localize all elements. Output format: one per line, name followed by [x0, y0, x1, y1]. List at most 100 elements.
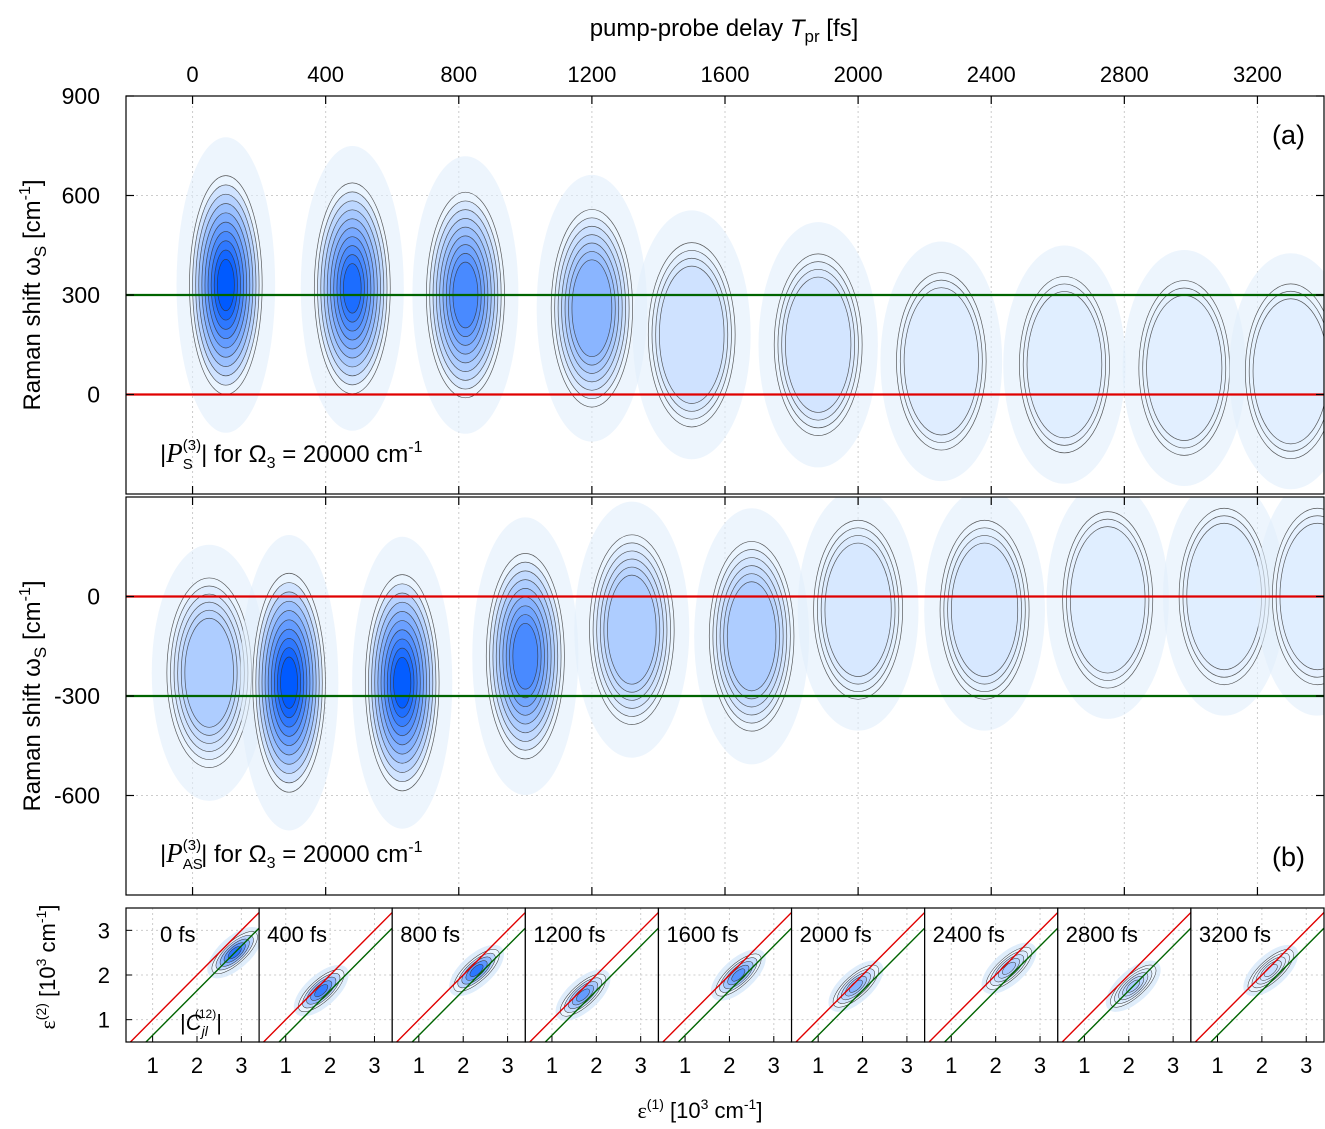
contour-level	[785, 276, 852, 413]
diagonal-line	[144, 927, 260, 1042]
x-tick-label: 1	[1211, 1053, 1223, 1078]
contour-level	[512, 622, 539, 690]
panel-a-reference-lines	[126, 293, 1324, 396]
panel-b-reference-lines	[126, 595, 1324, 698]
contour-level	[280, 656, 298, 709]
contour-level	[1146, 295, 1223, 441]
small-panel-label: 0 fs	[160, 922, 195, 947]
x-tick-label: 1	[146, 1053, 158, 1078]
heatmap-peak	[880, 241, 1003, 482]
panel-b-annotation: |PAS(3)| for Ω3 = 20000 cm-1	[160, 837, 423, 873]
diagonal-line	[544, 927, 659, 1042]
small-panel-content	[1190, 908, 1325, 1042]
diagonal-line	[411, 927, 526, 1042]
heatmap-peak	[352, 536, 453, 829]
small-panel: 0 fs |Cjl(12)| 1 2 3	[125, 907, 260, 1078]
y-tick-label: -600	[54, 783, 100, 809]
panel-b-tag: (b)	[1272, 842, 1305, 872]
y-tick-label: 600	[62, 183, 100, 209]
contour-level	[903, 287, 979, 436]
heatmap-peak	[239, 534, 339, 831]
small-panel-label: 2000 fs	[800, 922, 872, 947]
y-tick-label: -300	[54, 683, 100, 709]
x-tick-label: 2	[191, 1053, 203, 1078]
small-panel-label: 2400 fs	[933, 922, 1005, 947]
x-tick-label: 2	[1123, 1053, 1135, 1078]
x-tick-label: 3	[1300, 1053, 1312, 1078]
density-blob	[555, 969, 611, 1021]
x-tick-label: 2	[856, 1053, 868, 1078]
density-blob	[293, 964, 349, 1017]
panel-b-y-ticks: 0 -300 -600	[54, 497, 1324, 895]
small-panel: 800 fs 1 2 3	[391, 907, 526, 1078]
x-tick-label: 3	[635, 1053, 647, 1078]
density-contour	[731, 968, 746, 982]
x-tick-label: 3	[235, 1053, 247, 1078]
heatmap-peak	[574, 501, 690, 758]
panel-a-y-axis-label: Raman shift ωS [cm-1]	[17, 179, 50, 410]
heatmap-peak	[1046, 497, 1169, 719]
density-contour	[314, 984, 329, 998]
density-blob	[1243, 944, 1299, 997]
small-panel-label: 2800 fs	[1066, 922, 1138, 947]
y-tick-label: 0	[87, 584, 100, 610]
heatmap-peak	[536, 174, 648, 442]
heatmap-peak	[1229, 253, 1324, 490]
x-tick-label: 1	[280, 1053, 292, 1078]
y-tick-label: 900	[62, 83, 100, 109]
x-tick-label: 3	[1167, 1053, 1179, 1078]
x-tick-label: 2	[590, 1053, 602, 1078]
contour-level	[216, 258, 235, 312]
density-blob	[828, 960, 884, 1012]
heatmap-peak	[151, 544, 267, 801]
heatmap-peak	[797, 497, 919, 731]
small-panel-content	[392, 908, 526, 1042]
x-tick-label: 3	[368, 1053, 380, 1078]
diagonal-line	[1076, 927, 1191, 1042]
diagonal-line	[677, 927, 792, 1042]
density-contour	[1002, 961, 1016, 975]
small-panel: 2400 fs 1 2 3	[924, 907, 1059, 1078]
x-tick-label: 3	[501, 1053, 513, 1078]
panel-a-heatmap	[176, 137, 1324, 490]
heatmap-peak	[694, 508, 810, 765]
top-tick-label: 3200	[1233, 62, 1282, 87]
top-tick-label: 2800	[1100, 62, 1149, 87]
top-tick-label: 800	[440, 62, 477, 87]
panel-a: 900 600 300 0 (a) |PS(3)| for Ω3 = 20000 cm…	[17, 83, 1325, 495]
heatmap-peak	[176, 137, 276, 433]
y-tick-label: 1	[98, 1008, 110, 1033]
diagonal-line	[1209, 927, 1325, 1042]
x-tick-label: 1	[812, 1053, 824, 1078]
y-tick-label: 300	[62, 282, 100, 308]
diagonal-line	[262, 911, 393, 1042]
contour-level	[824, 542, 892, 677]
contour-level	[393, 656, 412, 709]
contour-level	[184, 617, 234, 728]
y-tick-label: 2	[98, 963, 110, 988]
density-contour	[576, 988, 590, 1002]
density-blob	[981, 942, 1037, 994]
small-panel-label: 3200 fs	[1199, 922, 1271, 947]
small-panel-label: 1200 fs	[533, 922, 605, 947]
top-tick-label: 0	[186, 62, 198, 87]
density-blob	[449, 944, 504, 997]
x-tick-label: 1	[1078, 1053, 1090, 1078]
heatmap-peak	[924, 497, 1045, 731]
heatmap-peak	[1003, 245, 1126, 484]
top-tick-label: 2400	[967, 62, 1016, 87]
top-tick-label: 1600	[701, 62, 750, 87]
small-panel-content	[126, 908, 260, 1042]
x-tick-label: 1	[945, 1053, 957, 1078]
small-panel: 2000 fs 1 2 3	[790, 907, 926, 1078]
contour-level	[951, 542, 1019, 677]
top-tick-label: 400	[307, 62, 344, 87]
small-panel: 1600 fs 1 2 3	[657, 907, 793, 1078]
x-tick-label: 3	[901, 1053, 913, 1078]
small-panel-content	[924, 908, 1058, 1042]
contour-level	[1026, 291, 1103, 439]
contour-level	[571, 259, 613, 358]
panel-b: 0 -300 -600 (b) |PAS(3)| for Ω3 = 20000 cm…	[17, 496, 1325, 896]
heatmap-peak	[632, 210, 751, 460]
density-contour	[469, 964, 484, 977]
